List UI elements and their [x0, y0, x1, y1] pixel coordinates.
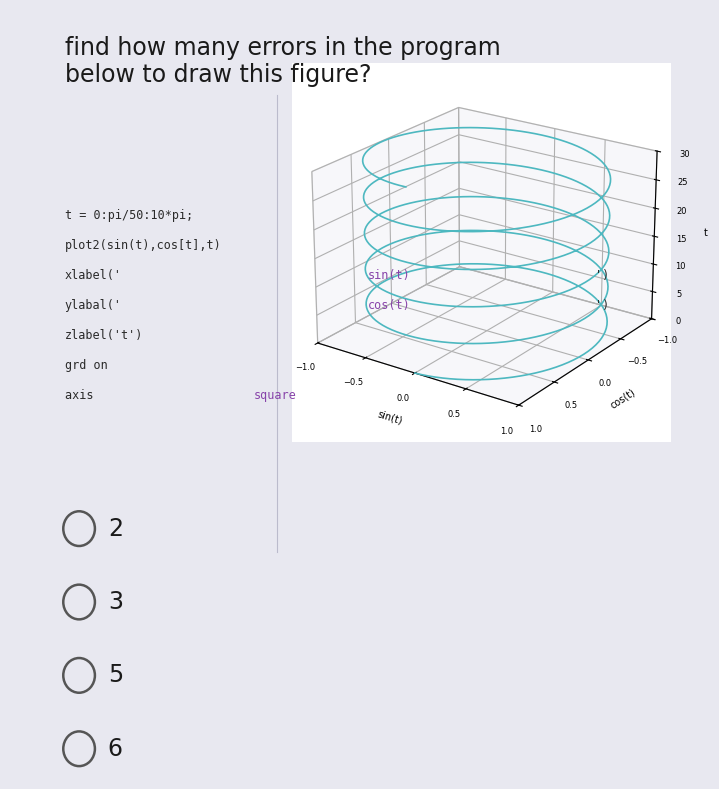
Y-axis label: cos(t): cos(t) — [609, 387, 638, 410]
Text: 2: 2 — [108, 517, 123, 540]
Text: cos(t): cos(t) — [368, 299, 411, 312]
Text: xlabel(': xlabel(' — [65, 269, 122, 282]
X-axis label: sin(t): sin(t) — [376, 409, 403, 426]
Text: '): ') — [595, 269, 610, 282]
Text: 3: 3 — [108, 590, 123, 614]
Text: ylabal(': ylabal(' — [65, 299, 122, 312]
Text: '): ') — [595, 299, 610, 312]
Text: grd on: grd on — [65, 359, 107, 372]
Text: t = 0:pi/50:10*pi;: t = 0:pi/50:10*pi; — [65, 209, 193, 222]
Text: square: square — [254, 389, 297, 402]
Text: sin(t): sin(t) — [368, 269, 411, 282]
Text: 6: 6 — [108, 737, 123, 761]
Text: axis: axis — [65, 389, 101, 402]
Text: zlabel('t'): zlabel('t') — [65, 329, 143, 342]
Text: 5: 5 — [108, 664, 123, 687]
Text: find how many errors in the program
below to draw this figure?: find how many errors in the program belo… — [65, 36, 500, 88]
Text: plot2(sin(t),cos[t],t): plot2(sin(t),cos[t],t) — [65, 239, 221, 252]
